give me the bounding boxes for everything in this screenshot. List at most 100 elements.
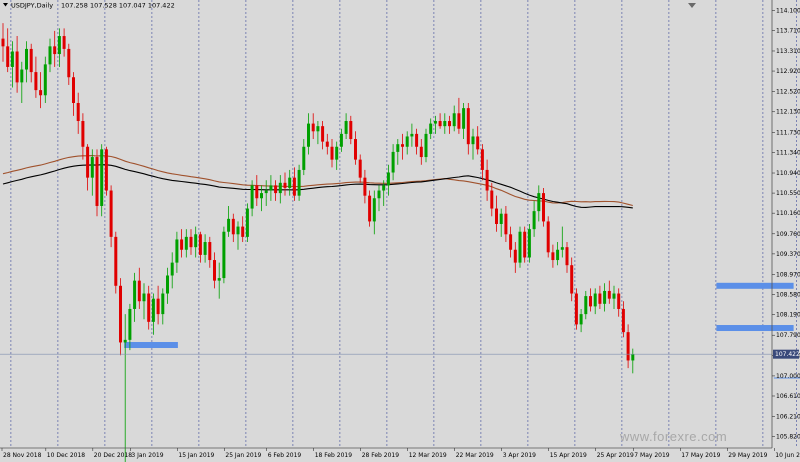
- candle-body-18: [86, 146, 90, 178]
- ohlc-readout: 107.258 107.528 107.047 107.422: [61, 2, 175, 10]
- y-tick-label-1: 113.710: [776, 27, 800, 34]
- candle-body-84: [396, 144, 400, 152]
- candle-body-125: [589, 296, 592, 307]
- candle-body-87: [410, 133, 414, 137]
- candle-body-50: [236, 226, 240, 235]
- candle-body-2: [10, 51, 14, 67]
- zone-rect-0: [124, 342, 178, 349]
- candle-body-38: [180, 239, 184, 250]
- candle-body-69: [325, 141, 329, 147]
- y-tick-label-8: 110.940: [776, 170, 800, 177]
- moving-averages: [2, 155, 633, 209]
- candle-body-129: [607, 290, 611, 299]
- candle-body-64: [302, 146, 306, 170]
- shift-marker-icon[interactable]: [688, 3, 696, 8]
- candle-body-72: [339, 133, 343, 147]
- zone-rect-1: [716, 282, 794, 289]
- candle-body-91: [429, 123, 433, 134]
- candle-body-47: [222, 231, 226, 279]
- candle-body-46: [217, 278, 221, 281]
- candle-body-41: [194, 234, 198, 248]
- watermark: www.forexre.com: [619, 429, 727, 444]
- x-tick-label-9: 12 Mar 2019: [409, 452, 447, 459]
- candle-body-110: [518, 231, 522, 263]
- candle-body-88: [415, 133, 419, 147]
- candle-body-85: [401, 144, 404, 147]
- candle-body-9: [43, 64, 47, 96]
- x-tick-label-2: 20 Dec 2018: [94, 452, 133, 459]
- current-price-label: 107.422: [775, 351, 800, 358]
- triangle-down-icon[interactable]: [3, 3, 8, 7]
- candle-body-55: [260, 193, 263, 199]
- candle-body-116: [546, 221, 550, 253]
- y-tick-label-20: 106.210: [776, 414, 800, 421]
- candle-body-127: [598, 293, 602, 304]
- y-tick-label-10: 110.160: [776, 210, 800, 217]
- candle-body-79: [372, 198, 376, 222]
- candle-body-31: [147, 293, 151, 322]
- candle-body-130: [612, 293, 616, 299]
- candle-body-61: [288, 177, 292, 188]
- candle-body-67: [316, 126, 320, 132]
- candle-body-34: [161, 293, 165, 315]
- candle-body-106: [499, 213, 503, 224]
- candle-body-75: [354, 139, 357, 160]
- candle-body-98: [462, 108, 466, 129]
- zone-markers: [124, 282, 794, 349]
- candle-body-99: [466, 108, 470, 145]
- x-tick-label-14: 7 May 2019: [634, 452, 669, 459]
- y-tick-label-5: 112.130: [776, 109, 800, 116]
- y-tick-label-13: 108.970: [776, 271, 800, 278]
- candle-body-83: [391, 151, 395, 173]
- candle-body-27: [128, 308, 132, 340]
- candle-body-54: [255, 185, 259, 199]
- candle-body-15: [72, 77, 75, 103]
- candle-body-56: [264, 190, 268, 194]
- candle-body-94: [443, 121, 447, 127]
- candle-body-71: [335, 146, 339, 160]
- candle-body-89: [419, 146, 423, 158]
- candle-body-20: [95, 157, 99, 206]
- candle-body-112: [527, 229, 531, 258]
- candle-body-29: [137, 280, 141, 302]
- candle-body-49: [231, 218, 235, 235]
- candle-body-44: [208, 242, 212, 261]
- candle-body-52: [245, 208, 249, 237]
- candle-body-70: [330, 146, 334, 160]
- candles: [1, 23, 635, 462]
- x-tick-label-6: 6 Feb 2019: [268, 452, 302, 459]
- candle-body-114: [537, 193, 541, 212]
- candle-body-3: [15, 51, 19, 83]
- candle-body-65: [307, 123, 310, 147]
- candle-body-68: [321, 126, 325, 142]
- y-tick-label-18: 107.000: [776, 373, 800, 380]
- x-tick-label-11: 3 Apr 2019: [503, 452, 536, 459]
- ma-slow-line: [2, 164, 633, 209]
- candle-body-63: [297, 169, 301, 196]
- candle-body-92: [433, 121, 437, 124]
- candle-body-121: [570, 265, 574, 294]
- candle-body-14: [67, 48, 71, 78]
- candle-body-5: [25, 48, 28, 70]
- candle-body-133: [626, 332, 630, 361]
- zone-rect-2: [716, 325, 794, 332]
- candle-body-81: [382, 185, 386, 191]
- candle-body-131: [617, 293, 621, 309]
- candle-body-77: [363, 177, 367, 196]
- candle-body-109: [513, 249, 517, 263]
- ma-fast-line: [2, 155, 633, 207]
- y-tick-label-6: 111.730: [776, 129, 800, 136]
- candle-body-117: [551, 252, 555, 261]
- candle-body-80: [377, 190, 381, 199]
- symbol-title: USDJPY,Daily: [11, 2, 53, 10]
- y-tick-label-16: 107.790: [776, 332, 800, 339]
- vertical-grid: [10, 0, 797, 448]
- y-tick-label-15: 108.190: [776, 312, 800, 319]
- candle-body-95: [448, 121, 451, 127]
- candle-body-128: [603, 290, 607, 304]
- x-tick-label-3: 3 Jan 2019: [131, 452, 163, 459]
- candle-body-1: [6, 46, 10, 67]
- x-tick-label-15: 17 May 2019: [681, 452, 720, 459]
- y-tick-label-14: 108.580: [776, 292, 800, 299]
- candle-body-22: [104, 149, 108, 191]
